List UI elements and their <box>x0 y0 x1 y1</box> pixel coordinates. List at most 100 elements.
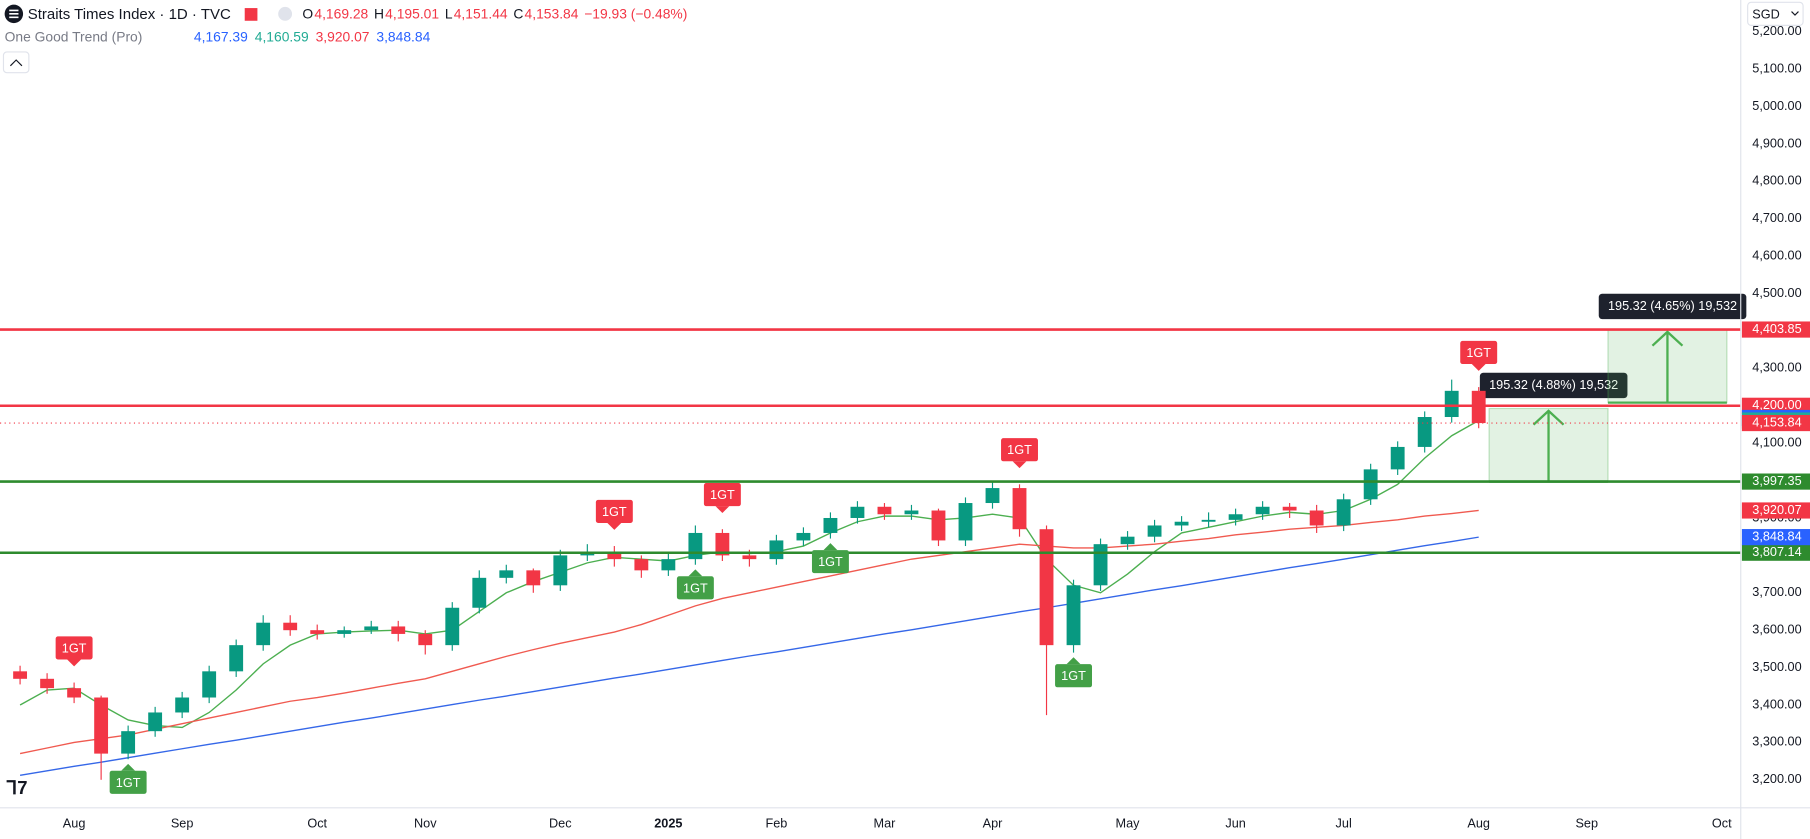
x-tick-label: Apr <box>983 816 1004 830</box>
x-tick-label: Jun <box>1225 816 1245 830</box>
candle-body <box>13 671 28 679</box>
y-tick-label: 5,100.00 <box>1752 62 1801 76</box>
candle-body <box>1417 417 1432 447</box>
currency[interactable]: SGD <box>1752 7 1780 21</box>
candle-body <box>1390 446 1405 470</box>
currency-button[interactable] <box>1747 1 1804 26</box>
indicator-name[interactable]: One Good Trend (Pro) <box>5 29 143 45</box>
candle-body <box>391 626 406 634</box>
signal-pointer <box>1471 364 1486 371</box>
candle-body <box>553 555 568 586</box>
change: −19.93 (−0.48%) <box>584 6 687 22</box>
candle-body <box>94 697 109 754</box>
candle-body <box>310 630 325 634</box>
candle-body <box>985 488 1000 504</box>
signal-badge <box>55 636 93 660</box>
price-badge <box>1741 321 1810 338</box>
position-arrowhead <box>1651 330 1684 347</box>
signal-pointer <box>823 543 838 551</box>
candle-body <box>1444 390 1459 418</box>
candle-body <box>256 622 271 646</box>
signal-badge <box>1055 664 1093 688</box>
signal-pointer <box>688 569 703 577</box>
x-tick-label: Aug <box>1467 816 1490 830</box>
signal-pointer <box>715 506 730 514</box>
candle-body <box>877 506 892 515</box>
ohlc-key: O <box>302 6 313 22</box>
price-badge <box>1741 473 1810 490</box>
label-bg <box>1479 372 1628 399</box>
signal-label: 1GT <box>818 555 843 569</box>
y-tick-label: 3,700.00 <box>1752 585 1801 599</box>
axes: 3,200.00 3,300.00 3,400.00 3,500.00 3,600.00… <box>63 24 1810 830</box>
symbol-title[interactable]: Straits Times Index · 1D · TVC <box>28 6 231 23</box>
candle-body <box>1012 488 1027 530</box>
price-badge-label: 3,920.07 <box>1752 503 1801 517</box>
signal-badge <box>703 483 741 507</box>
signal-label: 1GT <box>1007 443 1032 457</box>
candle-body <box>1039 529 1054 646</box>
candle-body <box>364 626 379 631</box>
x-tick-label: 2025 <box>654 816 682 830</box>
x-tick-label: Sep <box>1575 816 1598 830</box>
signal-label: 1GT <box>602 505 627 519</box>
position-arrowhead <box>1532 409 1565 426</box>
indicator-value: 4,160.59 <box>255 29 309 45</box>
signal-label: 1GT <box>116 776 141 790</box>
x-tick-label: Dec <box>549 816 572 830</box>
candle-body <box>121 731 136 754</box>
y-tick-label: 5,200.00 <box>1752 24 1801 38</box>
menu-icon <box>9 9 19 19</box>
candle-body <box>715 532 730 556</box>
position-text: 195.32 (4.88%) 19,532 <box>1489 378 1618 392</box>
candle-body <box>688 532 703 560</box>
plot: 195.32 (4.88%) 19,532 195.32 (4.65%) 19,5… <box>0 293 1747 794</box>
x-tick-label: Jul <box>1336 816 1352 830</box>
signal-badge <box>109 770 147 794</box>
indicator-values: 4,167.39 4,160.59 3,920.07 3,848.84 <box>194 29 431 45</box>
candle-body <box>499 570 514 578</box>
signal-pointer <box>67 659 82 667</box>
collapse-button[interactable] <box>2 51 30 74</box>
candle-body <box>1066 585 1081 646</box>
price-badge-label: 3,848.84 <box>1752 529 1801 543</box>
indicator-value: 3,848.84 <box>376 29 430 45</box>
ohlc-key: H <box>374 6 384 22</box>
candle-body <box>229 645 244 672</box>
status-icon <box>278 6 293 21</box>
signal-label: 1GT <box>62 641 87 655</box>
y-tick-label: 3,500.00 <box>1752 660 1801 674</box>
candle-body <box>904 510 919 515</box>
price-badge-label: 4,153.84 <box>1752 415 1801 429</box>
candle-body <box>40 678 55 689</box>
candle-body <box>850 506 865 518</box>
candle-body <box>202 671 217 698</box>
signal-badge <box>1001 438 1038 462</box>
ohlc-value: 4,151.44 <box>454 6 508 22</box>
signal-pointer <box>1066 657 1081 665</box>
x-tick-label: Oct <box>307 816 327 830</box>
y-tick-label: 3,300.00 <box>1752 735 1801 749</box>
price-badge <box>1741 544 1810 561</box>
dropdown-icon <box>1791 11 1799 16</box>
collapse-icon <box>9 59 23 67</box>
ohlc-value: 4,169.28 <box>314 6 368 22</box>
candle-body <box>445 607 460 646</box>
y-tick-label: 4,500.00 <box>1752 286 1801 300</box>
signal-badge <box>811 550 849 574</box>
candle-body <box>796 532 811 541</box>
flag-icon[interactable] <box>244 8 258 21</box>
ma-line <box>19 509 1479 755</box>
signal-badge <box>1460 340 1498 365</box>
position-text: 195.32 (4.65%) 19,532 <box>1608 299 1737 313</box>
signal-label: 1GT <box>1466 346 1491 360</box>
ohlc: O 4,169.28 H 4,195.01 L 4,151.44 C 4,153.84 −19.… <box>302 6 687 22</box>
price-badge-label: 4,200.00 <box>1752 398 1801 412</box>
candle-body <box>418 633 433 646</box>
candle-body <box>1093 544 1108 586</box>
candle-body <box>1147 525 1162 537</box>
signal-label: 1GT <box>710 488 735 502</box>
x-tick-label: Nov <box>414 816 437 830</box>
